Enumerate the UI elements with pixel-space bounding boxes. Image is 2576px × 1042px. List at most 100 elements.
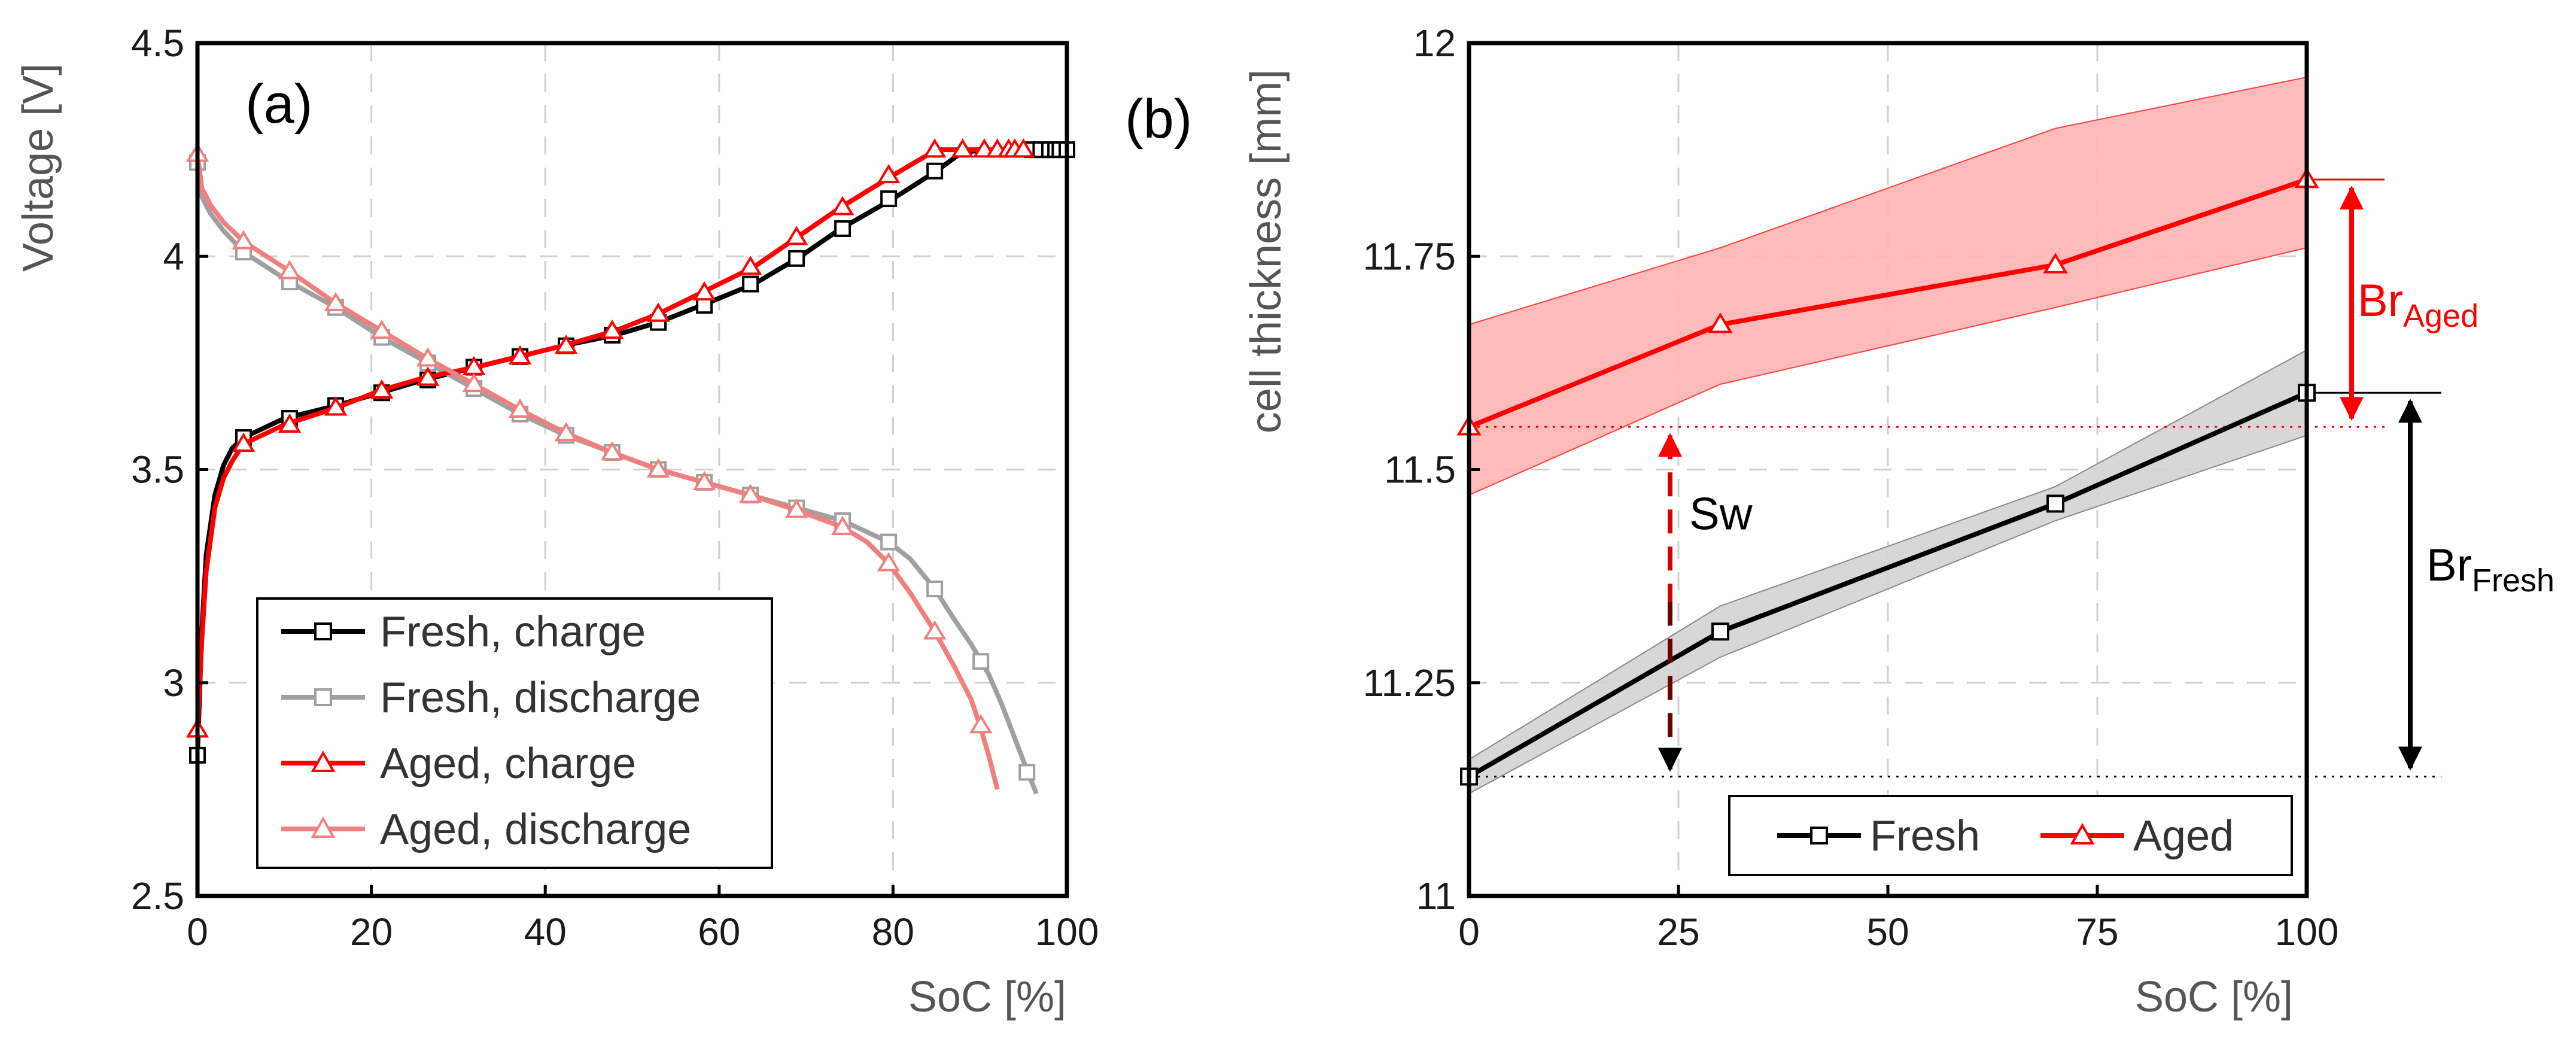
legend-marker-aged [2070, 822, 2095, 844]
panel-a-legend-items: Fresh, charge Fresh, discharge Aged, cha… [281, 608, 701, 853]
x-tick-label-100: 100 [1035, 910, 1099, 953]
data-point-aged-charge-22 [1012, 138, 1035, 158]
data-point-aged-charge-11 [692, 281, 716, 301]
data-point-aged-charge-15 [877, 163, 901, 184]
panel-a: 0 20 40 60 80 100 2.5 3 3.5 4 4.5 (a) SoC [%] Volt… [14, 22, 1099, 1021]
data-point-aged-discharge-7 [508, 398, 532, 418]
data-point-aged-charge-2 [278, 413, 302, 433]
legend-item-fresh: Fresh [1777, 812, 1980, 860]
data-point-aged-charge-9 [600, 320, 624, 339]
data-point-aged-discharge-16 [923, 620, 947, 640]
data-point-fresh-charge-16 [926, 162, 944, 180]
panel-a-label: (a) [245, 74, 312, 135]
data-point-fresh-discharge-15 [880, 533, 898, 551]
data-point-aged-discharge-15 [877, 552, 901, 572]
y-tick-label-3: 3 [163, 661, 184, 704]
data-point-aged-charge-7 [508, 345, 532, 364]
panel-a-series [185, 138, 1075, 795]
x-tick-label-100: 100 [2275, 910, 2339, 953]
legend-label-fresh-charge: Fresh, charge [380, 608, 646, 656]
legend-label-aged: Aged [2133, 812, 2234, 860]
breathing-aged-label: BrAged [2358, 275, 2478, 334]
panel-a-grid [197, 43, 1067, 896]
legend-item-aged: Aged [2040, 812, 2234, 860]
breathing-fresh-main: Br [2426, 540, 2472, 591]
x-tick-label-75: 75 [2076, 910, 2118, 953]
data-point-aged-charge-4 [370, 379, 394, 399]
data-point-aged-discharge-17 [969, 714, 993, 734]
data-point-aged-discharge-8 [554, 422, 578, 442]
x-tick-label-0: 0 [1458, 910, 1480, 953]
data-point-aged-1 [1708, 312, 1733, 333]
legend-item-aged-charge: Aged, charge [281, 740, 636, 788]
legend-label-fresh: Fresh [1870, 812, 1980, 860]
error-band-upper-aged [1468, 77, 2307, 326]
y-tick-label-11-25: 11.25 [1363, 661, 1456, 704]
panel-b-y-axis-title: cell thickness [mm] [1242, 69, 1290, 433]
x-tick-label-20: 20 [350, 910, 393, 953]
y-tick-label-11-75: 11.75 [1363, 235, 1456, 278]
panel-b-legend: Fresh Aged [1728, 795, 2293, 876]
data-point-aged-charge-16 [923, 138, 947, 158]
legend-label-aged-charge: Aged, charge [380, 740, 636, 788]
data-point-fresh-charge-14 [834, 220, 851, 237]
y-tick-label-4-5: 4.5 [131, 22, 184, 65]
data-point-aged-charge-14 [831, 196, 854, 215]
legend-marker-fresh-discharge [314, 688, 332, 706]
y-tick-label-4: 4 [163, 235, 184, 278]
x-tick-label-50: 50 [1866, 910, 1909, 953]
data-point-aged-charge-3 [324, 396, 348, 416]
data-point-fresh-2 [2046, 494, 2064, 513]
panel-a-legend-box [256, 597, 773, 869]
panel-b-label: (b) [1125, 89, 1192, 150]
data-point-aged-discharge-11 [692, 470, 716, 491]
panel-b-bands [1468, 77, 2307, 794]
series-line-aged-charge [195, 147, 1024, 730]
panel-a-ticks: 0 20 40 60 80 100 2.5 3 3.5 4 4.5 [131, 22, 1099, 953]
x-tick-label-0: 0 [187, 910, 208, 953]
breathing-aged-main: Br [2358, 275, 2403, 326]
panel-a-x-axis-title: SoC [%] [908, 973, 1066, 1021]
data-point-aged-discharge-5 [416, 347, 440, 367]
legend-marker-aged-charge [311, 750, 336, 772]
y-tick-label-3-5: 3.5 [131, 448, 184, 491]
breathing-fresh-subscript: Fresh [2472, 563, 2554, 599]
panel-b-x-axis-title: SoC [%] [2135, 973, 2293, 1021]
legend-item-fresh-charge: Fresh, charge [281, 608, 646, 656]
y-tick-label-11-5: 11.5 [1384, 448, 1456, 491]
data-point-aged-discharge-2 [278, 260, 302, 280]
breathing-aged-subscript: Aged [2403, 298, 2478, 334]
data-point-fresh-1 [1711, 622, 1729, 641]
data-point-fresh-charge-13 [788, 250, 805, 267]
error-band-lower-fresh [1468, 435, 2307, 794]
swelling-label: Sw [1689, 488, 1753, 539]
y-tick-label-11: 11 [1416, 874, 1456, 918]
legend-marker-fresh [1810, 827, 1828, 844]
panel-a-y-axis-title: Voltage [V] [14, 63, 62, 272]
series-aged-discharge [185, 142, 1000, 790]
data-point-aged-2 [2043, 253, 2068, 274]
series-fresh [1460, 384, 2316, 786]
data-point-aged-charge-8 [554, 334, 578, 354]
data-point-aged-discharge-1 [232, 230, 256, 250]
legend-label-fresh-discharge: Fresh, discharge [380, 674, 701, 722]
data-point-aged-charge-10 [646, 302, 670, 322]
panel-b: 0 25 50 75 100 11 11.25 11.5 11.75 12 (b) SoC [%]… [1125, 22, 2554, 1021]
data-point-fresh-discharge-18 [1018, 764, 1036, 781]
data-point-fresh-discharge-17 [972, 653, 990, 670]
data-point-aged-charge-17 [951, 138, 974, 158]
legend-marker-fresh-charge [314, 622, 332, 640]
data-point-aged-charge-13 [784, 226, 808, 245]
data-point-fresh-discharge-16 [926, 581, 944, 597]
breathing-fresh-label: BrFresh [2426, 540, 2554, 599]
y-tick-label-2-5: 2.5 [131, 874, 184, 918]
data-point-aged-discharge-12 [738, 484, 762, 503]
data-point-aged-discharge-3 [324, 291, 348, 311]
legend-item-fresh-discharge: Fresh, discharge [281, 674, 701, 722]
legend-marker-aged-discharge [311, 816, 336, 838]
error-band-upper-fresh [1468, 350, 2307, 760]
panel-b-ticks: 0 25 50 75 100 11 11.25 11.5 11.75 12 [1363, 22, 2339, 953]
panel-b-annotations: Sw BrAged BrFresh [1658, 186, 2554, 772]
series-line-fresh [1468, 390, 2308, 779]
